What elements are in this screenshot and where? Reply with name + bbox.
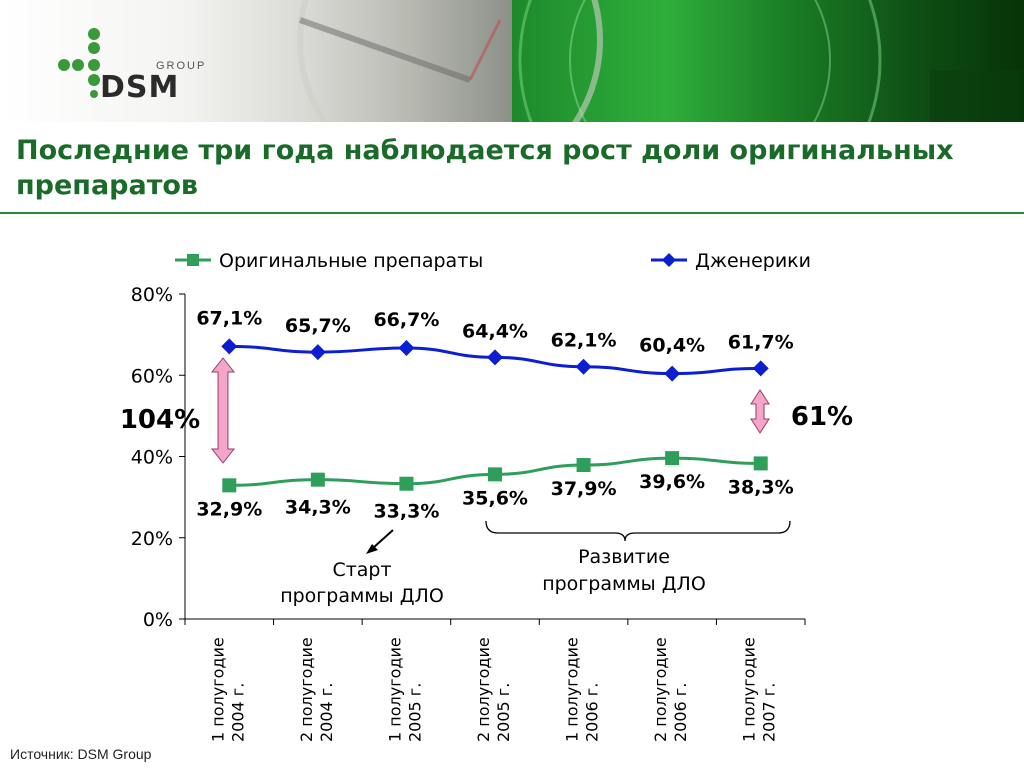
gap-label-start: 104% [120,405,200,435]
y-tick-label: 40% [131,447,173,469]
data-label: 32,9% [196,498,262,520]
data-point-diamond [309,344,326,361]
x-tick-label: 1 полугодие2004 г. [208,637,247,742]
y-tick-label: 80% [131,284,173,306]
y-tick-label: 60% [131,365,173,387]
legend-label: Оригинальные препараты [219,250,483,272]
data-point-square [310,472,325,487]
x-tick-label: 2 полугодие2005 г. [474,637,513,742]
page-title: Последние три года наблюдается рост доли… [16,135,954,201]
logo-text: DSM [100,70,180,105]
y-tick-label: 0% [143,609,173,631]
legend-label: Дженерики [695,250,811,272]
data-label: 65,7% [285,315,351,337]
banner-decoration [297,0,1024,122]
logo-group-text: GROUP [156,60,207,72]
data-point-square [222,478,237,493]
data-label: 67,1% [196,307,262,329]
x-tick-label: 2 полугодие2006 г. [651,637,690,742]
annotation-start-line1: Старт [332,559,391,581]
dsm-logo-icon [58,28,100,98]
x-tick-label: 1 полугодие2007 г. [740,637,779,742]
data-point-diamond [221,338,238,355]
data-label: 66,7% [373,309,439,331]
title-divider [0,212,1024,214]
data-point-diamond [752,360,769,377]
gap-arrow-end [750,389,770,434]
x-tick-label: 2 полугодие2004 г. [297,637,336,742]
data-label: 61,7% [728,331,794,353]
data-point-diamond [575,358,592,375]
x-tick-label: 1 полугодие2005 г. [385,637,424,742]
gap-label-end: 61% [791,402,853,432]
data-label: 34,3% [285,497,351,519]
data-label: 39,6% [639,471,705,493]
data-label: 64,4% [462,320,528,342]
start-arrow-head [366,544,378,554]
data-point-square [665,451,680,466]
source-note: Источник: DSM Group [10,746,152,762]
data-label: 38,3% [728,476,794,498]
header-banner: GROUP DSM [0,0,1024,122]
start-arrow-line [372,529,394,549]
x-tick-label: 1 полугодие2006 г. [563,637,602,742]
gap-arrow-start [210,357,236,464]
data-point-square [753,456,768,471]
legend-marker-square [187,254,199,266]
annotation-development-line2: программы ДЛО [542,573,706,595]
annotation-development-line1: Развитие [578,546,670,568]
data-point-square [488,467,502,482]
data-point-diamond [664,365,681,382]
data-point-diamond [398,340,415,357]
annotation-start-line2: программы ДЛО [280,585,444,607]
data-label: 35,6% [462,487,528,509]
data-point-square [399,476,414,491]
legend-marker-diamond [662,253,676,267]
y-tick-label: 20% [131,528,173,550]
data-label: 33,3% [373,501,439,523]
banner-photo-left [0,0,512,122]
data-point-diamond [487,349,503,366]
line-chart: 0% 20% 40% 60% 80% 1 полугодие2004 г. 2 полуго… [120,250,853,742]
data-label: 62,1% [551,330,617,352]
data-point-square [576,458,591,473]
data-label: 37,9% [551,478,617,500]
development-brace [485,520,791,542]
data-label: 60,4% [639,335,705,357]
